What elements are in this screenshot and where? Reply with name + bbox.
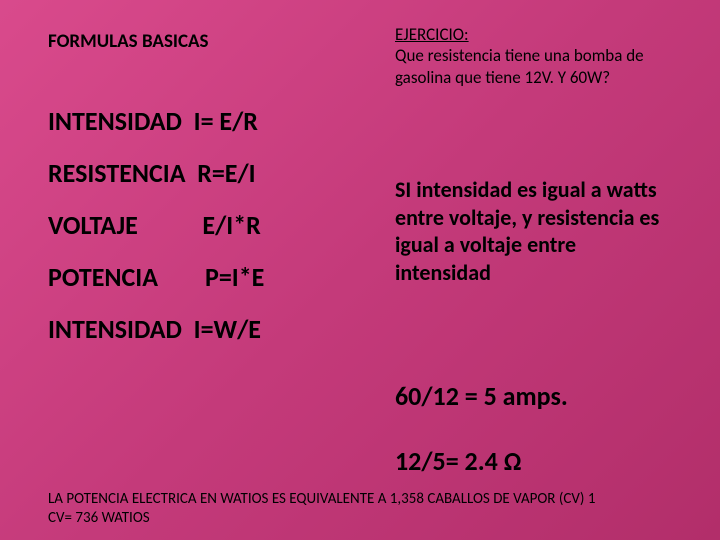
title-formulas-basicas: FORMULAS BASICAS	[48, 30, 209, 53]
formula-row: INTENSIDAD I= E/R	[48, 108, 264, 134]
ejercicio-block: EJERCICIO: Que resistencia tiene una bom…	[395, 24, 695, 88]
formula-row: VOLTAJE E/I*R	[48, 212, 264, 238]
ejercicio-body: Que resistencia tiene una bomba de gasol…	[395, 45, 644, 87]
formula-row: RESISTENCIA R=E/I	[48, 160, 264, 186]
ejercicio-title: EJERCICIO:	[395, 24, 469, 45]
formula-row: POTENCIA P=I*E	[48, 264, 264, 290]
explanation-text: SI intensidad es igual a watts entre vol…	[395, 176, 675, 286]
formula-row: INTENSIDAD I=W/E	[48, 316, 264, 342]
footnote-text: LA POTENCIA ELECTRICA EN WATIOS ES EQUIV…	[48, 490, 608, 528]
answer-ohms: 12/5= 2.4 Ω	[395, 445, 521, 477]
answer-amps: 60/12 = 5 amps.	[395, 380, 568, 412]
slide: FORMULAS BASICAS EJERCICIO: Que resisten…	[0, 0, 720, 540]
formulas-list: INTENSIDAD I= E/R RESISTENCIA R=E/I VOLT…	[48, 108, 264, 368]
